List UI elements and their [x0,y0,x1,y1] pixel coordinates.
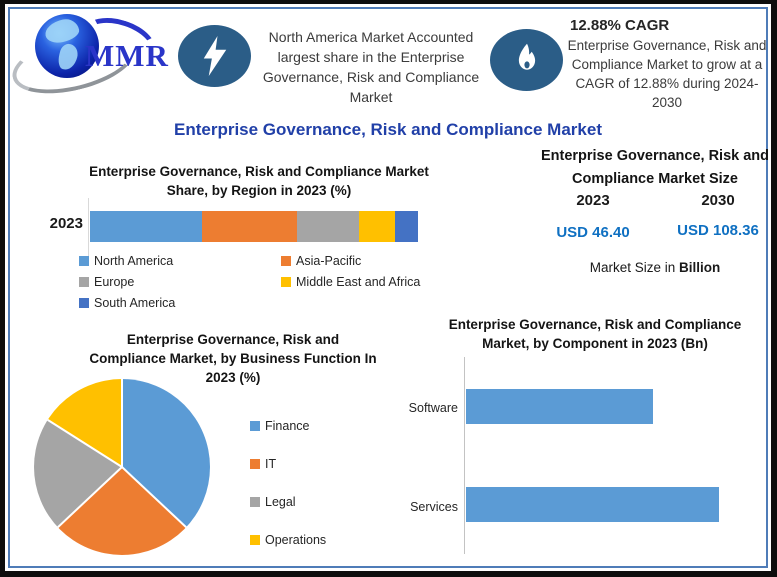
page-title: Enterprise Governance, Risk and Complian… [174,120,602,139]
pie-slice-separator [121,466,187,528]
region-bar-segment-4 [395,211,418,242]
region-bar-segment-0 [90,211,202,242]
pie-slice-separator [57,466,123,528]
legend-label: Europe [94,275,135,289]
pie-legend: Finance IT Legal Operations [250,419,326,547]
lightning-icon [203,36,226,76]
caption-prefix: Market Size in [589,260,680,275]
legend-label: Asia-Pacific [296,254,362,268]
region-legend: North America Asia-Pacific Europe Middle Ea… [79,254,424,310]
legend-swatch [250,497,260,507]
region-bar-segment-3 [358,211,396,242]
logo-text: MMR [85,38,169,73]
legend-label: IT [265,457,277,471]
flame-badge [490,29,563,91]
component-chart-axis [464,357,465,554]
caption-bold: Billion [679,260,721,275]
business-function-pie [34,379,210,555]
legend-label: South America [94,296,176,310]
cagr-text: Enterprise Governance, Risk and Complian… [567,38,767,110]
globe-continent [43,16,81,46]
region-legend-item-1: Asia-Pacific [281,254,424,268]
component-chart-title: Enterprise Governance, Risk and Complian… [448,317,742,351]
legend-swatch [79,256,89,266]
pie-slice-separator [121,379,123,467]
globe-continent [56,42,80,72]
market-size-caption: Market Size in Billion [538,260,772,275]
legend-swatch [79,277,89,287]
component-bar-services [466,487,719,522]
market-size-year-2023: 2023 [576,192,610,209]
legend-swatch [281,256,291,266]
region-bar-segment-1 [201,211,297,242]
globe-icon [35,14,99,78]
region-legend-item-4: South America [79,296,281,310]
legend-swatch [250,535,260,545]
lightning-badge [178,25,251,87]
pie-legend-item-2: Legal [250,495,326,509]
region-legend-item-3: Middle East and Africa [281,275,424,289]
region-category-label: 2023 [49,215,83,232]
legend-label: Middle East and Africa [296,275,421,289]
component-label-services: Services [410,500,458,514]
legend-label: Operations [265,533,327,547]
infographic-canvas: MMR North America Market Accounted large… [5,4,771,571]
legend-swatch [281,277,291,287]
pie-legend-item-3: Operations [250,533,326,547]
region-bar-segment-2 [296,211,359,242]
pie-legend-item-0: Finance [250,419,326,433]
north-america-highlight-text: North America Market Accounted largest s… [262,29,480,105]
legend-label: Legal [265,495,296,509]
market-size-value-2023: USD 46.40 [556,224,630,241]
flame-icon [518,43,535,70]
region-chart-title: Enterprise Governance, Risk and Complian… [89,164,429,198]
legend-swatch [250,459,260,469]
legend-swatch [79,298,89,308]
region-legend-item-0: North America [79,254,281,268]
market-size-title: Enterprise Governance, Risk and Complian… [540,148,770,187]
cagr-heading: 12.88% CAGR [570,17,670,34]
legend-label: North America [94,254,174,268]
region-chart-axis [88,198,89,256]
component-bar-software [466,389,653,424]
legend-swatch [250,421,260,431]
market-size-year-2030: 2030 [701,192,735,209]
region-legend-item-2: Europe [79,275,281,289]
component-label-software: Software [408,401,458,415]
mmr-logo: MMR [6,8,179,105]
pie-legend-item-1: IT [250,457,326,471]
pie-slice-separator [47,419,123,468]
pie-chart-title: Enterprise Governance, Risk and Complian… [89,332,377,385]
cagr-highlight: 12.88% CAGR Enterprise Governance, Risk … [562,17,772,112]
legend-label: Finance [265,419,310,433]
region-stacked-bar [90,211,418,242]
market-size-value-2030: USD 108.36 [677,222,759,239]
